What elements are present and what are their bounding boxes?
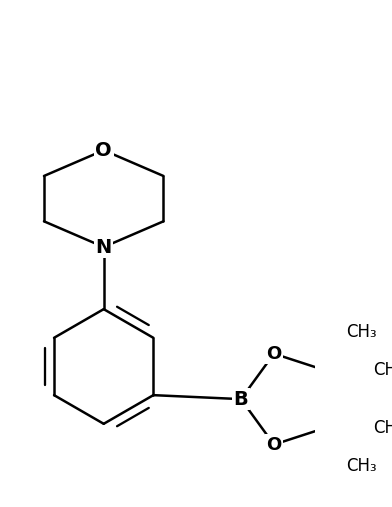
Text: O: O [266, 436, 281, 454]
Text: CH₃: CH₃ [346, 323, 376, 341]
Text: CH₃: CH₃ [374, 361, 392, 379]
Text: CH₃: CH₃ [374, 419, 392, 437]
Text: CH₃: CH₃ [346, 457, 376, 476]
Text: B: B [234, 389, 248, 409]
Text: O: O [95, 141, 112, 160]
Text: N: N [96, 238, 112, 257]
Text: O: O [266, 345, 281, 363]
